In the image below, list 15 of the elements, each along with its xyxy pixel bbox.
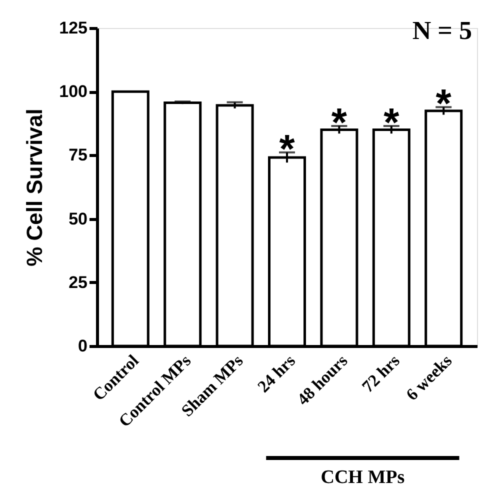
y-tick-label: 50 bbox=[68, 209, 88, 228]
annotation: * bbox=[384, 100, 400, 145]
x-tick-label: 72 hrs bbox=[358, 350, 404, 396]
y-tick-label: 0 bbox=[78, 336, 88, 356]
text: CCH MPs bbox=[320, 467, 405, 488]
y-axis-title: % Cell Survival bbox=[22, 108, 48, 266]
annotation: * bbox=[279, 127, 296, 172]
y-tick-label: 25 bbox=[68, 272, 88, 292]
annotation: * bbox=[436, 82, 452, 126]
y-tick-label: 100 bbox=[59, 82, 88, 102]
y-tick-label: 125 bbox=[59, 18, 88, 38]
annotation: N = 5 bbox=[412, 16, 472, 45]
x-tick-label: 24 hrs bbox=[254, 350, 300, 396]
y-tick-label: 75 bbox=[68, 146, 88, 165]
annotation: * bbox=[331, 100, 348, 145]
